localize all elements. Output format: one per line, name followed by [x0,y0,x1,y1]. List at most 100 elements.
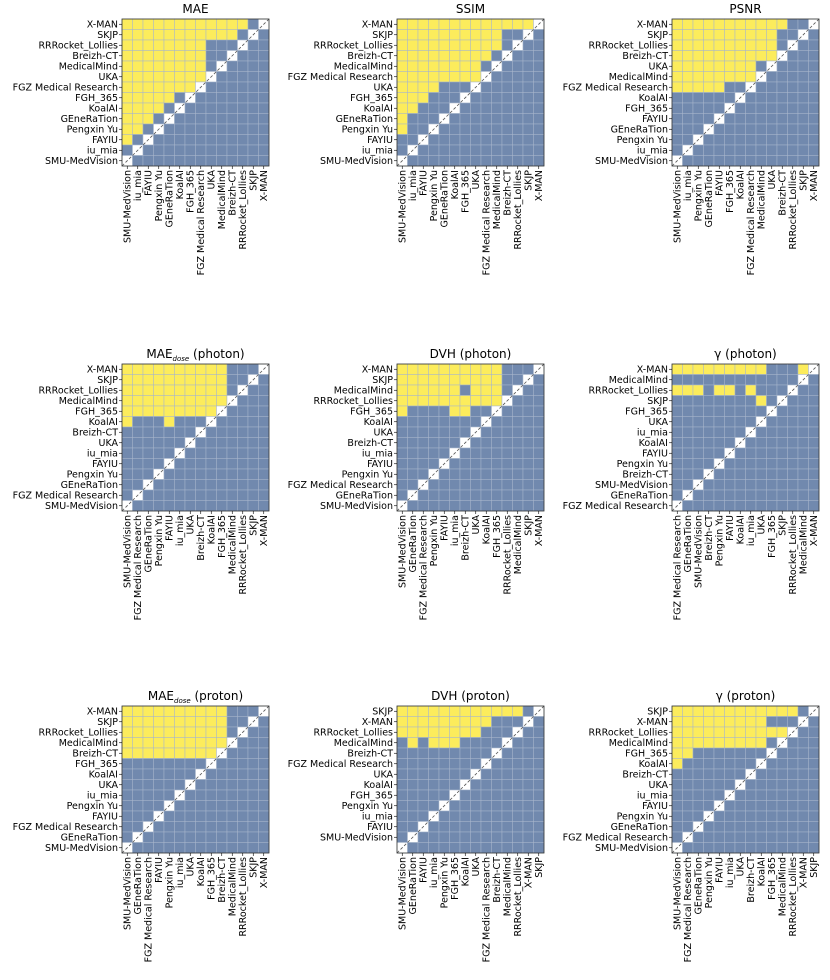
nonsignificant-cell [121,468,133,480]
column-label: Pengxin Yu [165,857,176,908]
nonsignificant-cell [682,123,694,135]
significant-cell [449,384,461,396]
significant-cell [132,102,144,114]
significant-cell [745,60,757,72]
nonsignificant-cell [470,102,482,114]
nonsignificant-cell [237,489,249,501]
nonsignificant-cell [522,416,534,428]
nonsignificant-cell [407,458,419,470]
significant-cell [745,705,757,717]
nonsignificant-cell [703,384,715,396]
nonsignificant-cell [703,437,715,449]
significant-cell [755,395,767,407]
significant-cell [755,705,767,717]
row-label: SKJP [97,30,118,41]
nonsignificant-cell [480,155,492,167]
significant-cell [724,18,736,30]
nonsignificant-cell [184,426,196,438]
significant-cell [142,363,154,375]
nonsignificant-cell [226,758,238,770]
row-label: FGH_365 [350,93,393,104]
significant-cell [671,71,683,83]
significant-cell [501,705,513,717]
row-label: FGZ Medical Research [13,491,118,502]
nonsignificant-cell [153,447,165,459]
nonsignificant-cell [480,737,492,749]
significant-cell [480,705,492,717]
nonsignificant-cell [797,102,809,114]
nonsignificant-cell [216,500,228,512]
nonsignificant-cell [797,60,809,72]
nonsignificant-cell [522,458,534,470]
nonsignificant-cell [533,405,545,417]
significant-cell [153,71,165,83]
nonsignificant-cell [470,92,482,104]
nonsignificant-cell [216,768,228,780]
significant-cell [692,726,704,738]
nonsignificant-cell [501,758,513,770]
nonsignificant-cell [417,113,429,125]
nonsignificant-cell [522,405,534,417]
nonsignificant-cell [491,479,503,491]
nonsignificant-cell [776,489,788,501]
nonsignificant-cell [797,810,809,822]
nonsignificant-cell [216,39,228,51]
significant-cell [132,405,144,417]
heatmap-frame [671,18,820,167]
row-label: SMU-MedVision [595,843,668,854]
significant-cell [671,29,683,41]
nonsignificant-cell [776,800,788,812]
nonsignificant-cell [755,779,767,791]
row-label: X-MAN [637,20,668,31]
significant-cell [407,50,419,62]
nonsignificant-cell [226,458,238,470]
nonsignificant-cell [247,60,259,72]
nonsignificant-cell [533,768,545,780]
nonsignificant-cell [428,437,440,449]
nonsignificant-cell [734,102,746,114]
nonsignificant-cell [533,81,545,93]
nonsignificant-cell [216,92,228,104]
nonsignificant-cell [491,426,503,438]
nonsignificant-cell [195,800,207,812]
nonsignificant-cell [480,726,492,738]
nonsignificant-cell [491,821,503,833]
significant-cell [480,363,492,375]
nonsignificant-cell [533,384,545,396]
significant-cell [153,374,165,386]
nonsignificant-cell [417,144,429,156]
significant-cell [407,39,419,51]
nonsignificant-cell [449,113,461,125]
nonsignificant-cell [745,123,757,135]
nonsignificant-cell [449,831,461,843]
nonsignificant-cell [766,758,778,770]
nonsignificant-cell [808,113,820,125]
nonsignificant-cell [671,468,683,480]
nonsignificant-cell [205,500,217,512]
nonsignificant-cell [491,134,503,146]
nonsignificant-cell [438,479,450,491]
significant-cell [491,384,503,396]
nonsignificant-cell [787,768,799,780]
nonsignificant-cell [692,405,704,417]
significant-cell [512,18,524,30]
nonsignificant-cell [258,395,270,407]
nonsignificant-cell [533,39,545,51]
significant-cell [153,384,165,396]
nonsignificant-cell [184,810,196,822]
significant-cell [724,71,736,83]
nonsignificant-cell [787,18,799,30]
nonsignificant-cell [533,789,545,801]
significant-cell [163,747,175,759]
column-label: Pengxin Yu [429,515,440,566]
row-label: FGH_365 [75,407,118,418]
nonsignificant-cell [132,842,144,854]
nonsignificant-cell [163,831,175,843]
nonsignificant-cell [755,92,767,104]
column-label: SMU-MedVision [398,515,409,588]
nonsignificant-cell [692,374,704,386]
row-label: GEneRaTion [336,114,393,125]
nonsignificant-cell [766,155,778,167]
nonsignificant-cell [808,468,820,480]
significant-cell [121,134,133,146]
